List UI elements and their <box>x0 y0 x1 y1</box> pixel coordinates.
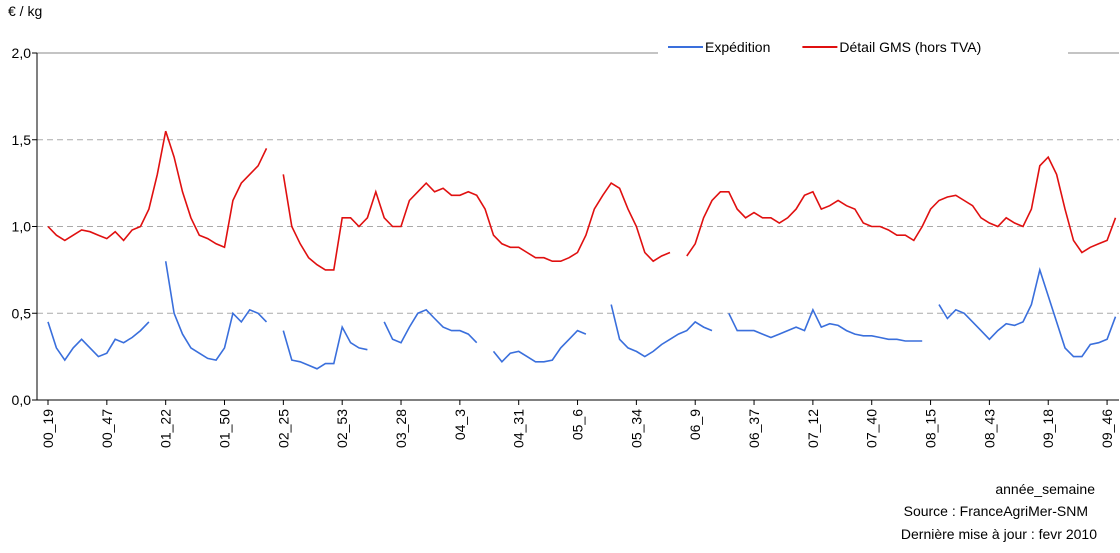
x-tick-label: 08_15 <box>923 409 939 448</box>
y-tick-label: 0,5 <box>12 305 32 321</box>
x-tick-label: 06_9 <box>687 409 703 440</box>
update-note: Dernière mise à jour : fevr 2010 <box>901 526 1097 542</box>
legend-box <box>658 38 1068 60</box>
x-tick-label: 09_18 <box>1040 409 1056 448</box>
y-tick-label: 1,0 <box>12 219 32 235</box>
x-axis-label: année_semaine <box>995 481 1095 497</box>
y-tick-label: 0,0 <box>12 392 32 408</box>
y-tick-label: 1,5 <box>12 132 32 148</box>
y-tick-label: 2,0 <box>12 45 32 61</box>
x-tick-label: 09_46 <box>1099 409 1115 448</box>
series-line <box>47 130 1117 271</box>
legend: Expédition Détail GMS (hors TVA) <box>658 38 1068 60</box>
x-tick-label: 05_6 <box>570 409 586 440</box>
x-tick-label: 04_31 <box>511 409 527 448</box>
x-tick-label: 08_43 <box>981 409 997 448</box>
y-axis-label: € / kg <box>8 3 42 19</box>
x-tick-label: 05_34 <box>628 409 644 448</box>
x-tick-label: 01_22 <box>158 409 174 448</box>
x-tick-label: 00_47 <box>99 409 115 448</box>
x-tick-label: 04_3 <box>452 409 468 440</box>
x-tick-label: 02_53 <box>334 409 350 448</box>
x-tick-label: 03_28 <box>393 409 409 448</box>
x-tick-label: 00_19 <box>40 409 56 448</box>
legend-label: Détail GMS (hors TVA) <box>839 39 981 55</box>
x-tick-label: 02_25 <box>275 409 291 448</box>
x-tick-label: 07_40 <box>864 409 880 448</box>
x-tick-label: 01_50 <box>217 409 233 448</box>
x-tick-label: 07_12 <box>805 409 821 448</box>
x-tick-label: 06_37 <box>746 409 762 448</box>
series-line <box>47 261 1117 370</box>
source-note: Source : FranceAgriMer-SNM <box>904 503 1088 519</box>
legend-label: Expédition <box>705 39 770 55</box>
